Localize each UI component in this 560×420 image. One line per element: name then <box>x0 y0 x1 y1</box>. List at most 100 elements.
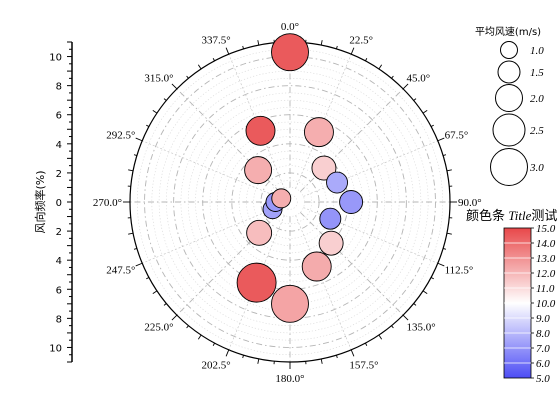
bubble-90 <box>339 190 364 214</box>
radial-tick-label: 6 <box>56 285 62 296</box>
colorbar-tick-label: 10.0 <box>536 298 556 310</box>
grid-circle <box>187 99 393 305</box>
angle-tick <box>437 137 445 142</box>
angle-tick <box>350 349 355 357</box>
angle-label-270: 270.0° <box>93 197 122 209</box>
angle-tick <box>413 98 417 101</box>
angle-tick <box>163 303 167 306</box>
bubble-202_5 <box>236 262 277 303</box>
angle-tick <box>186 75 189 79</box>
size-legend-circle <box>497 60 521 84</box>
angle-label-247_5: 247.5° <box>106 264 135 276</box>
angle-tick <box>197 64 202 70</box>
angle-tick <box>442 154 447 156</box>
angle-tick <box>336 354 338 359</box>
radial-tick-label: 4 <box>56 140 62 151</box>
size-legend-circle <box>490 148 528 186</box>
grid-spoke <box>176 211 281 316</box>
angle-tick <box>242 45 244 50</box>
bubble-22_5 <box>303 117 334 148</box>
angle-tick <box>242 354 244 359</box>
grid-spoke <box>142 207 277 264</box>
bubble-225 <box>246 219 273 246</box>
bubble-337_5 <box>245 115 276 146</box>
angle-tick <box>135 262 143 267</box>
angle-label-67_5: 67.5° <box>445 130 469 142</box>
angle-tick <box>257 358 260 364</box>
radial-tick-label: 2 <box>56 227 62 238</box>
angle-tick <box>437 262 445 267</box>
colorbar-tick-label: 14.0 <box>536 238 556 250</box>
angle-labels: 0.0° 22.5° 45.0° 67.5° 90.0° 112.5° 135.0° 157.… <box>93 21 482 385</box>
angle-tick <box>402 83 409 90</box>
angle-tick <box>133 154 138 156</box>
angle-tick <box>128 232 134 235</box>
angle-tick <box>146 277 150 280</box>
size-legend: 平均风速(m/s) 1.0 1.5 2.0 2.5 3.0 <box>475 26 544 186</box>
bubble-157_5 <box>301 251 332 282</box>
angle-tick <box>212 58 215 62</box>
angle-tick <box>365 342 368 346</box>
radial-tick-label: 10 <box>49 53 62 64</box>
angle-tick <box>391 325 394 329</box>
colorbar-tick-label: 15.0 <box>536 223 556 235</box>
angle-tick <box>320 358 323 364</box>
grid-circle <box>173 85 407 319</box>
grid-spoke <box>299 88 404 193</box>
angle-tick <box>128 169 134 172</box>
angle-tick <box>350 47 355 55</box>
angle-tick <box>430 124 434 127</box>
angle-label-157_5: 157.5° <box>349 360 378 372</box>
radial-tick-label: 4 <box>56 256 62 267</box>
grid-spoke <box>142 140 277 197</box>
angle-tick <box>171 83 178 90</box>
size-legend-circle <box>500 41 518 59</box>
bubble-series <box>236 33 364 323</box>
angle-tick <box>378 64 383 70</box>
grid-circle <box>209 121 371 283</box>
colorbar-tick-label: 9.0 <box>536 313 550 325</box>
angle-label-45: 45.0° <box>406 73 430 85</box>
angle-tick <box>135 137 143 142</box>
bubble-112_5 <box>319 207 342 230</box>
size-legend-label: 3.0 <box>529 162 544 174</box>
angle-tick <box>133 248 138 250</box>
colorbar-tick-label: 5.0 <box>536 373 550 385</box>
radial-tick-label: 0 <box>56 198 62 209</box>
angle-tick <box>212 342 215 346</box>
angle-tick <box>413 303 417 306</box>
grid-spoke <box>295 215 352 350</box>
grid-spoke <box>303 140 438 197</box>
bubble-135 <box>318 230 344 256</box>
colorbar-title: 颜色条 Title测试 <box>466 208 557 223</box>
bubble-45 <box>311 155 337 181</box>
radial-axis-title: 风向频率(%) <box>33 170 47 233</box>
angle-tick <box>378 334 383 340</box>
angle-tick <box>186 325 189 329</box>
angle-label-202_5: 202.5° <box>201 360 230 372</box>
angle-label-112_5: 112.5° <box>445 264 474 276</box>
bubble-292_5 <box>271 188 292 209</box>
size-legend-label: 2.0 <box>530 93 544 105</box>
angle-tick <box>336 45 338 50</box>
colorbar-tick-label: 12.0 <box>536 268 556 280</box>
angle-tick <box>163 98 167 101</box>
angle-tick <box>171 314 178 321</box>
radial-tick-label: 8 <box>56 82 62 93</box>
grid-circle <box>253 165 327 239</box>
angle-tick <box>225 47 230 55</box>
angle-tick <box>442 248 447 250</box>
colorbar-tick-label: 13.0 <box>536 253 556 265</box>
angle-tick <box>422 290 428 295</box>
size-legend-label: 1.0 <box>530 45 544 57</box>
angle-label-292_5: 292.5° <box>106 130 135 142</box>
bubble-67_5 <box>326 171 348 194</box>
angle-tick <box>422 109 428 114</box>
angle-label-22_5: 22.5° <box>349 34 373 46</box>
angle-tick <box>446 232 452 235</box>
size-legend-label: 2.5 <box>530 125 544 137</box>
radial-tick-label: 10 <box>49 343 62 354</box>
radial-tick-label: 6 <box>56 111 62 122</box>
angle-tick <box>152 109 158 114</box>
